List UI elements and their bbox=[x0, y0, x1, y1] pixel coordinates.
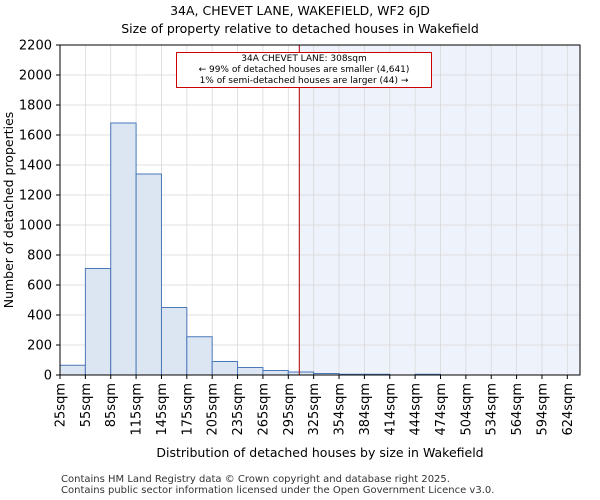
bar bbox=[211, 361, 239, 376]
x-tick-label: 504sqm bbox=[459, 383, 474, 436]
bar bbox=[237, 367, 264, 376]
x-tick-label: 175sqm bbox=[180, 383, 195, 436]
x-tick-label: 534sqm bbox=[485, 383, 500, 436]
plot-frame bbox=[59, 44, 581, 376]
bar bbox=[135, 173, 162, 376]
x-axis-label: Distribution of detached houses by size … bbox=[156, 445, 483, 460]
x-tick-label: 325sqm bbox=[307, 383, 322, 436]
x-tick-label: 235sqm bbox=[231, 383, 246, 436]
y-tick-label: 600 bbox=[27, 279, 52, 294]
highlight-region bbox=[299, 45, 580, 375]
bar bbox=[84, 268, 112, 376]
bar bbox=[262, 370, 289, 376]
x-tick-label: 295sqm bbox=[282, 383, 297, 436]
x-tick-label: 414sqm bbox=[383, 383, 398, 436]
x-tick-label: 444sqm bbox=[409, 383, 424, 436]
x-tick-label: 384sqm bbox=[358, 383, 373, 436]
x-tick-label: 25sqm bbox=[54, 383, 69, 427]
bar bbox=[186, 336, 213, 376]
bar bbox=[59, 364, 86, 376]
x-tick-label: 624sqm bbox=[561, 383, 576, 436]
bar bbox=[160, 307, 188, 376]
y-tick-label: 2000 bbox=[19, 69, 52, 84]
x-tick-label: 205sqm bbox=[206, 383, 221, 436]
y-tick-label: 2200 bbox=[19, 39, 52, 54]
y-tick-label: 1200 bbox=[19, 189, 52, 204]
property-annotation-box: 34A CHEVET LANE: 308sqm ← 99% of detache… bbox=[176, 52, 432, 88]
x-tick-label: 265sqm bbox=[256, 383, 271, 436]
x-tick-label: 474sqm bbox=[434, 383, 449, 436]
x-tick-label: 564sqm bbox=[510, 383, 525, 436]
annotation-line-3: 1% of semi-detached houses are larger (4… bbox=[199, 76, 409, 86]
x-tick-label: 354sqm bbox=[333, 383, 348, 436]
annotation-line-2: ← 99% of detached houses are smaller (4,… bbox=[198, 65, 410, 75]
x-tick-label: 115sqm bbox=[130, 383, 145, 436]
y-tick-label: 1000 bbox=[19, 219, 52, 234]
x-tick-label: 145sqm bbox=[155, 383, 170, 436]
x-tick-label: 55sqm bbox=[79, 383, 94, 427]
y-tick-label: 1800 bbox=[19, 99, 52, 114]
chart-subtitle: Size of property relative to detached ho… bbox=[121, 21, 479, 36]
y-axis-label: Number of detached properties bbox=[1, 112, 16, 309]
footer-line-2: Contains public sector information licen… bbox=[61, 485, 495, 496]
bar bbox=[110, 122, 137, 376]
y-tick-label: 1400 bbox=[19, 159, 52, 174]
x-tick-label: 85sqm bbox=[104, 383, 119, 427]
y-tick-label: 200 bbox=[27, 339, 52, 354]
y-tick-label: 800 bbox=[27, 249, 52, 264]
y-tick-label: 400 bbox=[27, 309, 52, 324]
y-tick-label: 1600 bbox=[19, 129, 52, 144]
footer-line-1: Contains HM Land Registry data © Crown c… bbox=[61, 474, 450, 485]
histogram-chart: 0 200 400 600 800 1000 1200 1400 1600 1800 2000 220… bbox=[1, 39, 581, 460]
annotation-line-1: 34A CHEVET LANE: 308sqm bbox=[241, 54, 367, 64]
y-tick-label: 0 bbox=[44, 369, 52, 384]
x-tick-label: 594sqm bbox=[535, 383, 550, 436]
chart-title: 34A, CHEVET LANE, WAKEFIELD, WF2 6JD bbox=[170, 3, 430, 18]
